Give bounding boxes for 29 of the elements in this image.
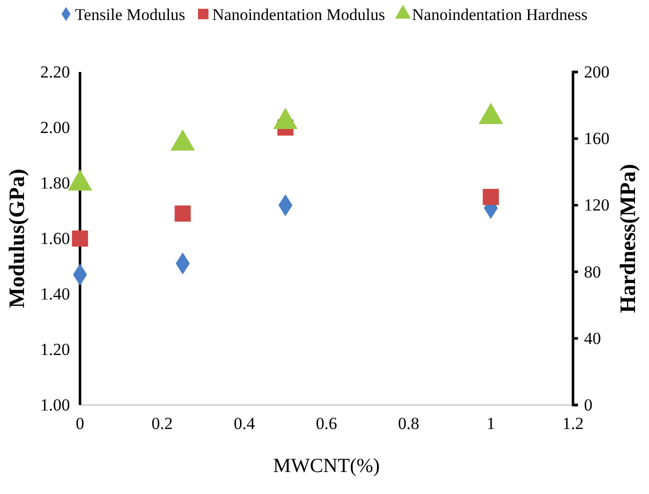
point	[72, 230, 88, 247]
x-tick-label: 0.2	[152, 414, 173, 434]
x-tick-label: 0.4	[234, 414, 256, 434]
y2-tick-label: 160	[584, 129, 610, 148]
legend-label: Nanoindentation Hardness	[412, 5, 588, 24]
y2-tick-label: 40	[584, 328, 601, 348]
x-tick-label: 0.8	[398, 414, 420, 434]
y-tick-label: 1.00	[40, 395, 70, 414]
y-tick-label: 1.20	[40, 340, 70, 359]
y2-tick-label: 120	[584, 196, 610, 215]
legend-label: Nanoindentation Modulus	[212, 5, 385, 24]
y-axis-title: Modulus(GPa)	[4, 168, 29, 308]
y2-tick-label: 0	[584, 395, 592, 414]
point	[174, 205, 191, 222]
x-tick-label: 1	[486, 414, 496, 434]
y2-tick-label: 80	[584, 262, 601, 282]
legend-label: Tensile Modulus	[75, 5, 186, 24]
y2-axis-title: Hardness(MPa)	[615, 164, 640, 314]
y-tick-label: 2.00	[40, 118, 70, 137]
y-tick-label: 1.60	[40, 228, 70, 248]
x-tick-label: 0	[76, 414, 84, 434]
x-axis-title: MWCNT(%)	[273, 455, 380, 477]
x-tick-label: 0.6	[316, 414, 338, 434]
y-tick-label: 1.40	[40, 284, 70, 304]
x-tick-label: 1.2	[562, 414, 584, 434]
y-tick-label: 2.20	[40, 62, 70, 82]
point	[482, 188, 499, 205]
y-tick-label: 1.80	[40, 173, 70, 192]
y2-tick-label: 200	[584, 62, 610, 82]
